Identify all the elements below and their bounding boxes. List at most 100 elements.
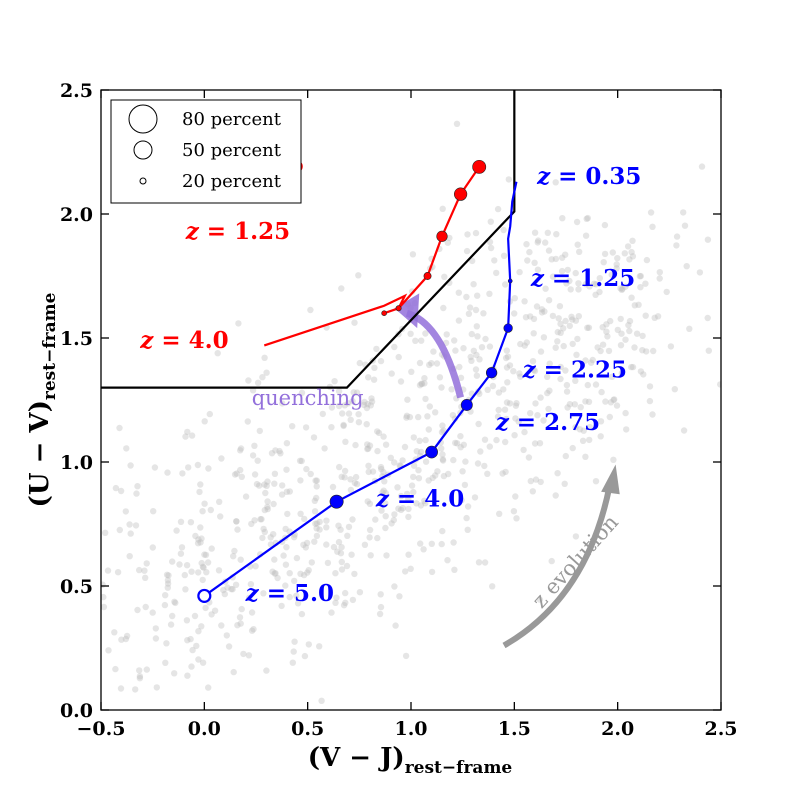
red-track-redshift-label: z = 4.0 (139, 327, 228, 354)
background-galaxy-point (195, 536, 202, 543)
background-galaxy-point (521, 342, 528, 349)
background-galaxy-point (379, 489, 386, 496)
background-galaxy-point (622, 336, 629, 343)
background-galaxy-point (626, 317, 634, 325)
background-galaxy-point (251, 471, 259, 478)
background-galaxy-point (179, 470, 186, 477)
background-galaxy-point (444, 239, 451, 246)
background-galaxy-point (372, 516, 379, 523)
background-galaxy-point (343, 562, 351, 570)
background-galaxy-point (303, 539, 311, 547)
background-galaxy-point (577, 404, 584, 411)
background-galaxy-point (187, 635, 194, 643)
background-galaxy-point (280, 552, 287, 559)
background-galaxy-point (102, 529, 109, 536)
background-galaxy-point (247, 581, 255, 588)
background-galaxy-point (552, 179, 559, 186)
red-track-marker (423, 272, 432, 280)
background-galaxy-point (293, 554, 301, 562)
background-galaxy-point (187, 519, 195, 526)
y-tick-label: 2.0 (60, 204, 93, 226)
background-galaxy-point (586, 423, 593, 431)
background-galaxy-point (392, 622, 399, 629)
background-galaxy-point (610, 396, 617, 404)
background-galaxy-point (463, 293, 470, 301)
background-galaxy-point (161, 601, 169, 609)
background-galaxy-point (429, 474, 436, 482)
red-track-line (263, 166, 481, 347)
background-galaxy-point (270, 531, 277, 538)
background-galaxy-point (391, 343, 398, 351)
background-galaxy-point (439, 527, 446, 535)
background-galaxy-point (101, 603, 108, 611)
background-galaxy-point (457, 444, 464, 451)
legend-label-80: 80 percent (182, 109, 282, 130)
background-galaxy-point (475, 559, 483, 566)
background-galaxy-point (438, 428, 446, 436)
background-galaxy-point (525, 454, 533, 461)
blue-track-redshift-label: z = 2.75 (495, 409, 600, 436)
background-galaxy-point (416, 359, 424, 367)
blue-track-marker (503, 323, 513, 333)
blue-track-redshift-label: z = 4.0 (375, 486, 464, 513)
background-galaxy-point (493, 436, 500, 444)
background-galaxy-point (184, 672, 191, 679)
background-galaxy-point (263, 667, 270, 674)
background-galaxy-point (686, 325, 693, 332)
background-galaxy-point (208, 545, 215, 552)
background-galaxy-point (116, 526, 124, 534)
background-galaxy-point (563, 280, 570, 287)
background-galaxy-point (448, 386, 455, 393)
background-galaxy-point (305, 641, 312, 648)
background-galaxy-point (365, 462, 372, 469)
background-galaxy-point (382, 524, 389, 532)
blue-track-marker (197, 588, 212, 603)
background-galaxy-point (516, 370, 523, 377)
background-galaxy-point (537, 394, 544, 401)
background-galaxy-point (217, 513, 224, 520)
background-galaxy-point (628, 294, 635, 301)
background-galaxy-point (637, 284, 644, 291)
background-galaxy-point (473, 372, 481, 379)
y-tick-label: 0.0 (60, 700, 93, 722)
background-galaxy-point (622, 409, 629, 417)
background-galaxy-point (352, 473, 360, 481)
background-galaxy-point (467, 353, 474, 361)
background-galaxy-point (474, 292, 481, 299)
background-galaxy-point (415, 475, 423, 482)
background-galaxy-point (192, 532, 199, 540)
background-galaxy-point (633, 330, 641, 337)
background-galaxy-point (656, 275, 663, 282)
background-galaxy-point (260, 525, 267, 533)
background-galaxy-point (557, 375, 564, 383)
background-galaxy-point (150, 508, 157, 515)
background-galaxy-point (351, 479, 359, 487)
background-galaxy-point (481, 436, 489, 443)
background-galaxy-point (552, 255, 560, 263)
background-galaxy-point (556, 303, 564, 310)
background-galaxy-point (371, 364, 378, 371)
z-evolution-arrowhead (601, 464, 620, 495)
background-galaxy-point (101, 593, 107, 601)
background-galaxy-point (462, 458, 469, 465)
background-galaxy-point (597, 433, 604, 440)
background-galaxy-point (395, 353, 402, 361)
background-galaxy-point (410, 434, 417, 441)
background-galaxy-point (218, 455, 225, 462)
background-galaxy-point (237, 447, 244, 454)
background-galaxy-point (142, 603, 149, 611)
background-galaxy-point (164, 584, 171, 591)
background-galaxy-point (515, 418, 522, 425)
quenching-annotation: quenching (252, 386, 364, 410)
background-galaxy-point (544, 389, 551, 397)
background-galaxy-point (328, 404, 336, 411)
background-galaxy-point (572, 317, 580, 324)
background-galaxy-point (195, 628, 202, 635)
background-galaxy-point (554, 338, 561, 345)
background-galaxy-point (313, 483, 320, 490)
background-galaxy-point (529, 488, 536, 495)
background-galaxy-point (374, 447, 381, 455)
background-galaxy-point (274, 574, 281, 582)
background-galaxy-point (628, 363, 635, 371)
background-galaxy-point (586, 283, 593, 290)
